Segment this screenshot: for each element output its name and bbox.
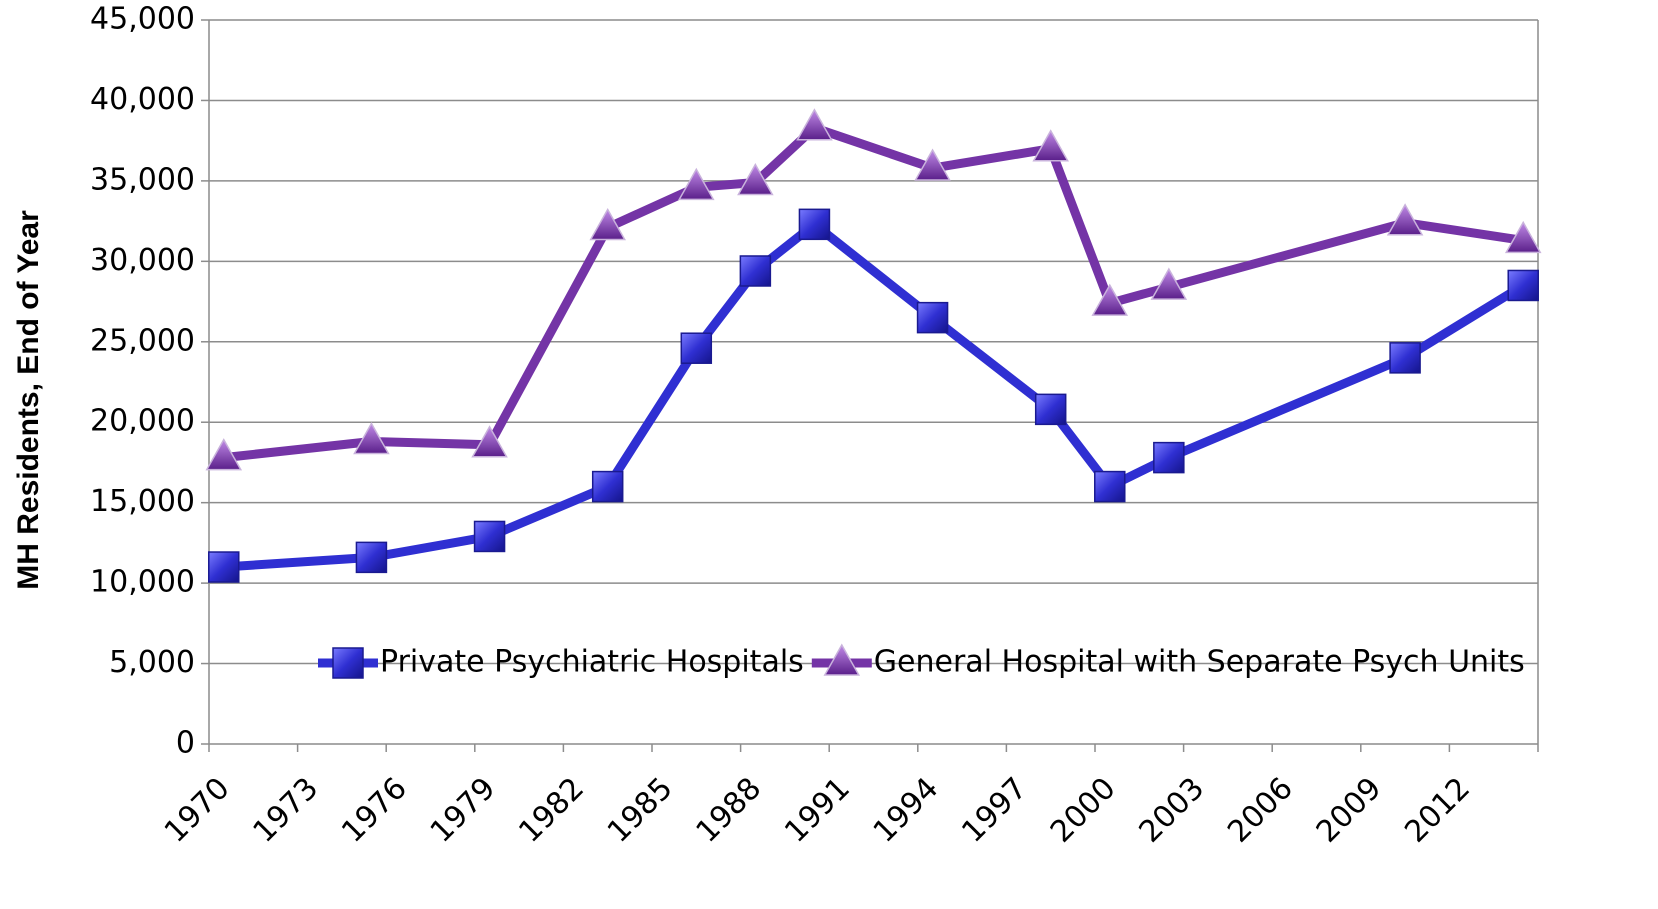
marker xyxy=(1032,129,1069,162)
legend-marker xyxy=(823,643,861,676)
marker xyxy=(796,108,833,141)
marker xyxy=(1507,269,1539,302)
marker xyxy=(1034,393,1067,426)
y-tick-label: 10,000 xyxy=(90,565,195,600)
marker xyxy=(798,208,831,241)
x-tick-label: 1994 xyxy=(867,771,946,850)
y-tick-label: 40,000 xyxy=(90,82,195,117)
x-tick-label: 2012 xyxy=(1398,771,1477,850)
marker xyxy=(916,301,949,334)
x-tick-label: 1997 xyxy=(955,771,1034,850)
x-tick-label: 2003 xyxy=(1133,771,1212,850)
marker xyxy=(678,167,715,201)
x-tick-label: 1985 xyxy=(601,771,680,850)
legend-label: General Hospital with Separate Psych Uni… xyxy=(874,645,1525,680)
marker xyxy=(471,425,508,458)
marker xyxy=(739,255,772,287)
x-tick-label: 2009 xyxy=(1310,771,1389,850)
y-tick-label: 25,000 xyxy=(90,323,195,358)
y-tick-label: 35,000 xyxy=(90,162,195,197)
series-line xyxy=(223,123,1524,463)
marker xyxy=(353,422,390,455)
marker xyxy=(737,162,774,196)
legend-label: Private Psychiatric Hospitals xyxy=(380,645,804,680)
x-tick-label: 2006 xyxy=(1221,771,1300,850)
marker xyxy=(1094,470,1126,503)
y-tick-label: 5,000 xyxy=(109,645,195,680)
marker xyxy=(914,148,951,181)
x-tick-label: 1970 xyxy=(158,771,237,850)
series-line xyxy=(223,219,1526,572)
x-tick-label: 1982 xyxy=(512,771,591,850)
x-tick-label: 1988 xyxy=(690,771,769,850)
marker xyxy=(1153,441,1185,474)
marker xyxy=(589,208,626,241)
y-tick-label: 30,000 xyxy=(90,243,195,278)
y-axis-title: MH Residents, End of Year xyxy=(12,210,45,590)
y-tick-label: 15,000 xyxy=(90,484,195,519)
marker xyxy=(1504,220,1542,254)
x-tick-label: 1979 xyxy=(424,771,503,850)
x-tick-label: 2000 xyxy=(1044,771,1123,850)
marker xyxy=(1091,283,1129,316)
marker xyxy=(680,332,713,364)
marker xyxy=(591,470,624,503)
marker xyxy=(1386,203,1424,236)
x-tick-label: 1973 xyxy=(247,771,326,850)
marker xyxy=(1389,342,1421,374)
marker xyxy=(473,520,506,553)
marker xyxy=(208,551,240,583)
y-tick-label: 0 xyxy=(176,726,195,761)
marker xyxy=(1150,267,1188,300)
marker xyxy=(355,541,388,574)
x-tick-label: 1976 xyxy=(335,771,414,850)
y-tick-label: 45,000 xyxy=(90,2,195,37)
x-tick-label: 1991 xyxy=(778,771,857,850)
marker xyxy=(205,438,243,471)
y-tick-label: 20,000 xyxy=(90,404,195,439)
legend-marker xyxy=(332,647,364,679)
